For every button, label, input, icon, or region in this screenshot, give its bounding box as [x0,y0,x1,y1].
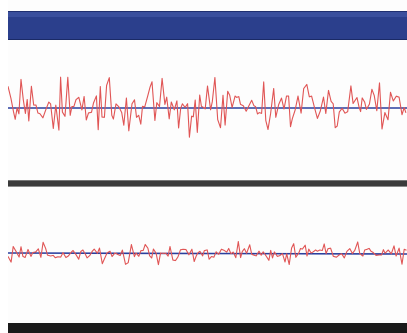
signal-trace-top [8,76,407,138]
status-bar [8,323,407,333]
panel-divider[interactable] [8,180,407,187]
signal-trace-bottom [8,241,407,266]
signal-plot-bottom-canvas [8,241,407,266]
signal-plot-top [8,70,407,160]
signal-plot-bottom [8,215,407,290]
window-edge [0,0,8,333]
title-bar-highlight [8,12,407,17]
title-bar[interactable] [8,11,407,40]
signal-plot-top-canvas [8,76,407,138]
